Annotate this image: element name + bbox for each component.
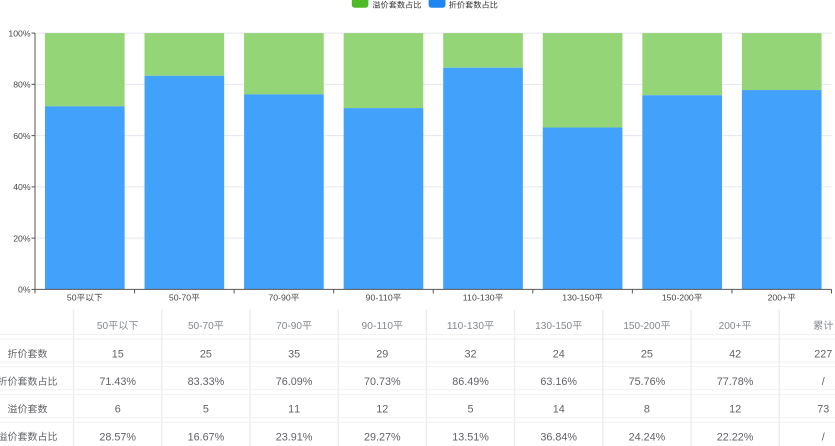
svg-text:32: 32 [465, 348, 477, 360]
svg-text:24.24%: 24.24% [629, 431, 666, 443]
svg-text:130-150: 130-150 [535, 321, 572, 332]
svg-text:86.49%: 86.49% [452, 376, 489, 388]
svg-text:63.16%: 63.16% [540, 376, 577, 388]
svg-text:36.84%: 36.84% [540, 431, 577, 443]
svg-text:6: 6 [115, 404, 121, 416]
svg-text:75.76%: 75.76% [629, 376, 666, 388]
svg-text:12: 12 [729, 404, 741, 416]
svg-text:50: 50 [97, 321, 109, 332]
svg-text:16.67%: 16.67% [188, 431, 225, 443]
svg-text:/: / [822, 376, 825, 388]
svg-text:150-200: 150-200 [662, 293, 694, 303]
svg-text:24: 24 [553, 348, 565, 360]
svg-text:5: 5 [468, 404, 474, 416]
svg-text:200+: 200+ [768, 293, 788, 303]
svg-text:11: 11 [288, 404, 300, 416]
svg-text:20%: 20% [13, 233, 31, 243]
svg-text:60%: 60% [13, 131, 31, 141]
svg-text:70-90: 70-90 [268, 293, 290, 303]
svg-text:77.78%: 77.78% [717, 376, 754, 388]
svg-text:13.51%: 13.51% [452, 431, 489, 443]
svg-text:14: 14 [553, 404, 565, 416]
svg-text:5: 5 [203, 404, 209, 416]
svg-text:12: 12 [376, 404, 388, 416]
svg-text:110-130: 110-130 [447, 321, 484, 332]
svg-text:40%: 40% [13, 182, 31, 192]
svg-text:0%: 0% [18, 285, 31, 295]
svg-text:227: 227 [814, 348, 832, 360]
svg-text:29: 29 [376, 348, 388, 360]
svg-text:/: / [822, 431, 825, 443]
svg-text:90-110: 90-110 [366, 293, 393, 303]
svg-text:22.22%: 22.22% [717, 431, 754, 443]
svg-text:80%: 80% [13, 80, 31, 90]
svg-text:50: 50 [67, 293, 77, 303]
svg-text:29.27%: 29.27% [364, 431, 401, 443]
svg-text:110-130: 110-130 [463, 293, 495, 303]
svg-text:130-150: 130-150 [562, 293, 594, 303]
svg-text:71.43%: 71.43% [99, 376, 136, 388]
svg-text:150-200: 150-200 [623, 321, 660, 332]
svg-text:70-90: 70-90 [276, 321, 302, 332]
svg-text:25: 25 [200, 348, 212, 360]
svg-text:50-70: 50-70 [188, 321, 214, 332]
svg-text:100%: 100% [8, 28, 31, 38]
svg-text:35: 35 [288, 348, 300, 360]
svg-text:28.57%: 28.57% [99, 431, 136, 443]
svg-text:83.33%: 83.33% [188, 376, 225, 388]
svg-text:90-110: 90-110 [362, 321, 394, 332]
svg-text:23.91%: 23.91% [276, 431, 313, 443]
svg-text:42: 42 [729, 348, 741, 360]
svg-text:73: 73 [817, 404, 829, 416]
svg-text:70.73%: 70.73% [364, 376, 401, 388]
svg-text:76.09%: 76.09% [276, 376, 313, 388]
svg-text:50-70: 50-70 [169, 293, 191, 303]
svg-text:25: 25 [641, 348, 653, 360]
svg-text:15: 15 [112, 348, 124, 360]
svg-text:200+: 200+ [719, 321, 742, 332]
svg-text:8: 8 [644, 404, 650, 416]
